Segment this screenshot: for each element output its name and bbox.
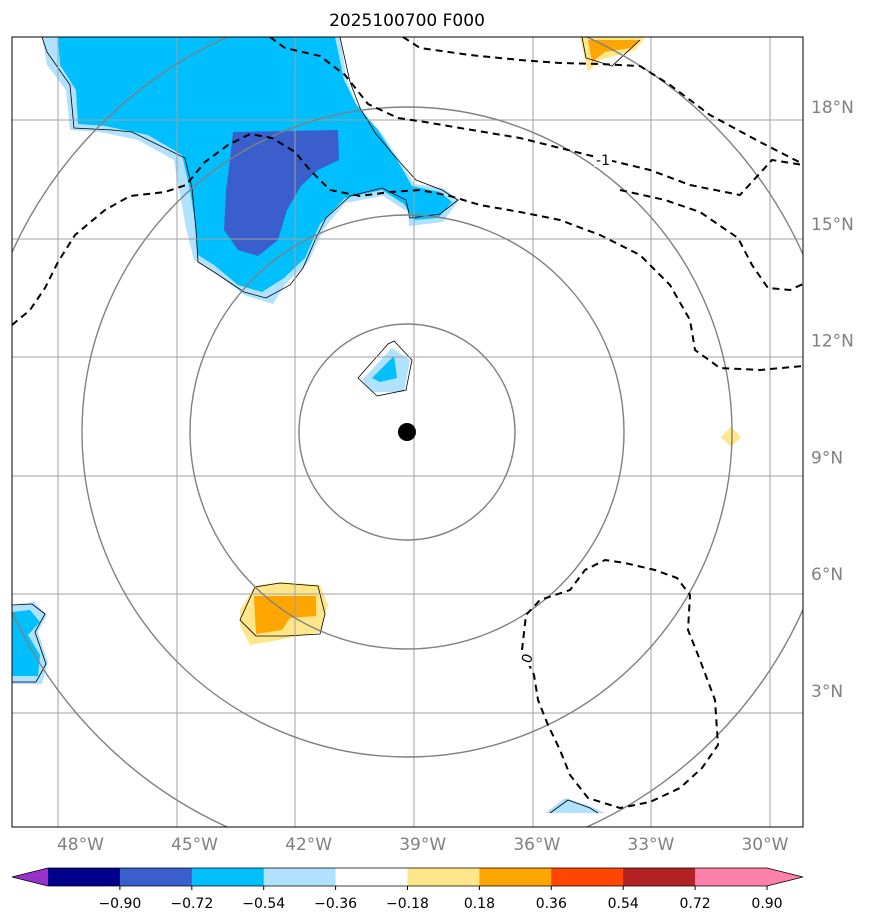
y-tick-label: 3°N [811, 682, 843, 702]
x-tick-label: 39°W [399, 835, 446, 855]
colorbar-bin [191, 868, 265, 886]
colorbar-tick-label: −0.36 [314, 896, 357, 912]
y-tick-label: 6°N [811, 565, 843, 585]
fill-region-north-blue [224, 130, 339, 256]
fill-region-orange [254, 596, 316, 634]
chart-title: 2025100700 F000 [329, 11, 485, 31]
contour-minus-one-east [402, 37, 803, 165]
x-tick-label: 45°W [171, 835, 218, 855]
colorbar-outline [11, 867, 804, 887]
colorbar-tick-label: 0.54 [608, 896, 639, 912]
fill-region-ne-orange [588, 40, 640, 62]
colorbar-tick-label: −0.90 [98, 896, 141, 912]
contour-minus-one-south-east [619, 189, 803, 292]
y-axis-tick-labels: 3°N 6°N 9°N 12°N 15°N 18°N [811, 98, 854, 702]
plot-area: -1 0 [12, 37, 803, 827]
fill-region-east-yellow [721, 427, 741, 447]
contour-minus-one-west [12, 132, 803, 372]
range-ring-1 [298, 323, 516, 541]
colorbar-tick-label: 0.72 [680, 896, 711, 912]
colorbar-bin [479, 868, 552, 886]
colorbar-tick-label: 0.18 [464, 896, 495, 912]
colorbar-tick-label: −0.18 [386, 896, 429, 912]
colorbar-bin [551, 868, 624, 886]
filled-regions [12, 37, 741, 813]
fill-region-south-light [545, 798, 605, 813]
colorbar-extend-low [12, 868, 48, 886]
gridlines [12, 37, 803, 827]
colorbar-tick-label: −0.72 [170, 896, 213, 912]
fill-region-small-cyan [372, 356, 397, 382]
dashed-contours [12, 37, 803, 810]
x-tick-label: 30°W [741, 835, 788, 855]
storm-center-marker [398, 423, 416, 441]
y-tick-label: 9°N [811, 448, 843, 468]
colorbar-bin [119, 868, 193, 886]
y-tick-label: 18°N [811, 98, 854, 118]
x-tick-label: 33°W [627, 835, 674, 855]
x-axis-tick-labels: 48°W 45°W 42°W 39°W 36°W 33°W 30°W [57, 835, 789, 855]
y-tick-label: 15°N [811, 215, 854, 235]
colorbar-bin [623, 868, 696, 886]
colorbar-bin [335, 868, 408, 886]
y-tick-label: 12°N [811, 332, 854, 352]
contour-zero [521, 558, 720, 810]
colorbar-tick-label: −0.54 [242, 896, 285, 912]
x-tick-label: 48°W [57, 835, 104, 855]
colorbar-bin [263, 868, 337, 886]
colorbar-tick-label: 0.36 [536, 896, 567, 912]
plot-frame [11, 36, 804, 828]
colorbar-bin [695, 868, 768, 886]
colorbar-bin [407, 868, 480, 886]
colorbar-bin [48, 868, 121, 886]
x-tick-label: 36°W [513, 835, 560, 855]
colorbar-extend-high [767, 868, 803, 886]
thin-outlines [12, 37, 641, 814]
x-tick-label: 42°W [285, 835, 332, 855]
contour-labels: -1 0 [518, 153, 612, 666]
contour-label-minus-one: -1 [596, 153, 610, 169]
colorbar-tick-label: 0.90 [751, 896, 782, 912]
contour-minus-one-north [269, 37, 803, 197]
range-ring-3 [81, 106, 733, 758]
range-rings [12, 37, 803, 827]
range-ring-2 [189, 214, 625, 650]
colorbar: −0.90 −0.72 −0.54 −0.36 −0.18 0.18 0.36 0.54 0.7… [11, 867, 804, 912]
